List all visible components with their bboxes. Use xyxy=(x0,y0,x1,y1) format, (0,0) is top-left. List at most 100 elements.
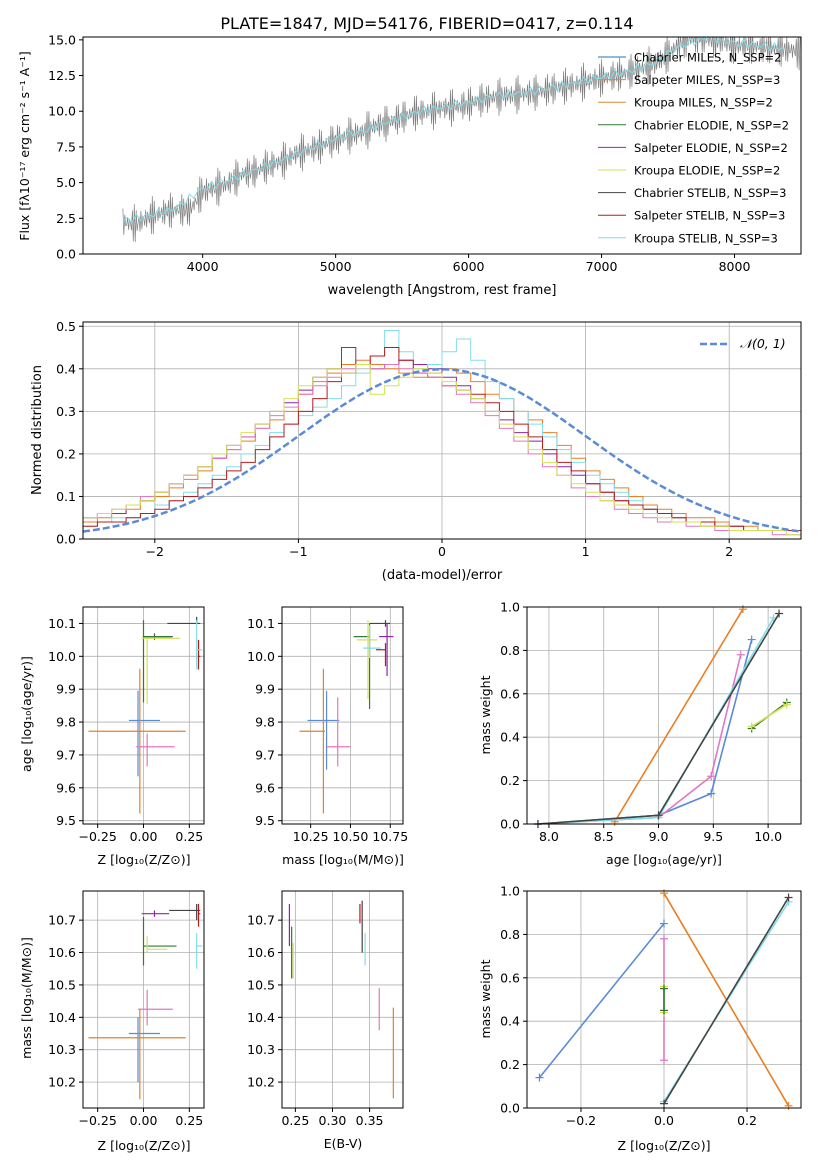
mass-weight-marker xyxy=(660,1099,668,1108)
mass-vs-Z-ylabel: mass [log₁₀(M/M⊙)] xyxy=(19,937,34,1059)
mass-vs-EBV-xlabel: E(B-V) xyxy=(324,1136,363,1151)
age-vs-Z-panel: −0.25 0.00 0.25 9.5 9.6 9.7 9.8 9.9 10.0 10.1 Z [… xyxy=(19,606,205,867)
age-vs-Z-ticks: −0.25 0.00 0.25 9.5 9.6 9.7 9.8 9.9 10.0 10.1 xyxy=(48,616,203,844)
mass-weight-vs-age-ticks: 8.0 8.5 9.0 9.5 10.0 0.0 0.2 0.4 0.6 0.8 1.0 xyxy=(500,600,782,845)
x-tick-label: −1 xyxy=(289,544,307,559)
age-vs-mass-grid xyxy=(282,607,403,824)
spectrum-panel: 4000 5000 6000 7000 8000 0.0 2.5 5.0 7.5 10.0 12.5… xyxy=(17,32,802,298)
mass-weight-marker xyxy=(707,772,716,781)
mass-vs-EBV-ticks: 0.25 0.30 0.35 10.2 10.3 10.4 10.5 10.6 10.7 xyxy=(247,913,383,1128)
mass-weight-line xyxy=(537,639,753,825)
age-vs-Z-ylabel: age [log₁₀(age/yr)] xyxy=(19,656,34,772)
y-tick-label: 7.5 xyxy=(56,139,76,154)
x-tick-label: 10.25 xyxy=(293,829,329,844)
x-tick-label: 8.5 xyxy=(594,829,614,844)
mass-weight-line xyxy=(537,654,742,825)
spectrum-line-model xyxy=(122,37,784,225)
x-tick-label: 0.30 xyxy=(319,1113,347,1128)
y-tick-label: 10.2 xyxy=(247,1075,275,1090)
spectrum-ticks: 4000 5000 6000 7000 8000 0.0 2.5 5.0 7.5 10.0 12.5… xyxy=(48,32,750,274)
y-tick-label: 0.4 xyxy=(500,1014,520,1029)
spectrum-legend: Chabrier MILES, N_SSP=2 Salpeter MILES, N… xyxy=(598,51,789,245)
mass-vs-EBV-panel: 0.25 0.30 0.35 10.2 10.3 10.4 10.5 10.6 10.7 E(B… xyxy=(247,890,404,1151)
y-tick-label: 0.5 xyxy=(56,319,76,334)
residuals-histograms xyxy=(82,330,802,536)
y-tick-label: 10.1 xyxy=(247,616,275,631)
spectrum-legend-label: Chabrier MILES, N_SSP=2 xyxy=(634,51,781,65)
y-tick-label: 0.6 xyxy=(500,686,520,701)
mass-weight-marker xyxy=(738,605,747,614)
y-tick-label: 0.0 xyxy=(500,1101,520,1116)
mass-vs-EBV-grid xyxy=(282,891,403,1108)
mass-weight-vs-age-axes-frame xyxy=(526,606,802,825)
y-tick-label: 0.0 xyxy=(56,247,76,262)
y-tick-label: 0.0 xyxy=(56,532,76,547)
mass-weight-marker xyxy=(707,789,716,798)
x-tick-label: −2 xyxy=(146,544,164,559)
x-tick-label: 6000 xyxy=(453,259,485,274)
mass-weight-marker xyxy=(660,984,668,993)
mass-vs-EBV-errorbars xyxy=(288,900,394,1099)
x-tick-label: 0.35 xyxy=(356,1113,384,1128)
mass-weight-marker xyxy=(775,609,784,618)
mass-weight-vs-Z-ticks: −0.2 0.0 0.2 0.0 0.2 0.4 0.6 0.8 1.0 xyxy=(500,884,757,1129)
y-tick-label: 10.4 xyxy=(247,1010,275,1025)
figure-title: PLATE=1847, MJD=54176, FIBERID=0417, z=0… xyxy=(220,14,633,33)
spectrum-line-data xyxy=(122,37,801,243)
y-tick-label: 9.6 xyxy=(56,780,76,795)
y-tick-label: 0.2 xyxy=(500,773,520,788)
y-tick-label: 9.5 xyxy=(56,813,76,828)
y-tick-label: 10.2 xyxy=(48,1075,76,1090)
spectrum-legend-label: Kroupa STELIB, N_SSP=3 xyxy=(634,231,778,245)
y-tick-label: 9.6 xyxy=(255,780,275,795)
mass-weight-vs-age-lines xyxy=(533,605,791,828)
mass-weight-line xyxy=(663,897,790,1105)
mass-weight-marker xyxy=(660,1006,668,1015)
x-tick-label: 1 xyxy=(582,544,590,559)
x-tick-label: 10.50 xyxy=(333,829,369,844)
x-tick-label: 0 xyxy=(438,544,446,559)
y-tick-label: 9.8 xyxy=(56,715,76,730)
y-tick-label: 10.0 xyxy=(48,104,76,119)
mass-vs-EBV-axes-frame xyxy=(281,890,404,1109)
residuals-ticks: −2 −1 0 1 2 0.0 0.1 0.2 0.3 0.4 0.5 xyxy=(56,319,733,559)
mass-weight-marker xyxy=(660,919,668,928)
mass-weight-vs-age-grid xyxy=(527,606,801,825)
mass-vs-Z-ticks: −0.25 0.00 0.25 10.2 10.3 10.4 10.5 10.6 10.7 xyxy=(48,913,203,1128)
x-tick-label: 0.25 xyxy=(175,1113,203,1128)
mass-weight-marker xyxy=(784,1101,793,1110)
spectrum-legend-label: Chabrier STELIB, N_SSP=3 xyxy=(634,186,786,200)
x-tick-label: 8000 xyxy=(719,259,751,274)
x-tick-label: 2 xyxy=(725,544,733,559)
mass-weight-line xyxy=(614,608,744,823)
residuals-panel: −2 −1 0 1 2 0.0 0.1 0.2 0.3 0.4 0.5 (data-model)/e… xyxy=(30,319,802,583)
age-vs-Z-errorbars xyxy=(88,616,203,814)
y-tick-label: 12.5 xyxy=(48,68,76,83)
spectrum-xlabel: wavelength [Angstrom, rest frame] xyxy=(328,283,557,298)
residuals-legend-label: 𝒩(0, 1) xyxy=(740,336,786,351)
age-vs-Z-xlabel: Z [log₁₀(Z/Z⊙)] xyxy=(98,852,191,867)
y-tick-label: 0.2 xyxy=(500,1057,520,1072)
age-vs-mass-errorbars xyxy=(299,620,394,814)
x-tick-label: −0.2 xyxy=(566,1113,596,1128)
x-tick-label: 0.00 xyxy=(130,829,158,844)
y-tick-label: 10.4 xyxy=(48,1010,76,1025)
normal-curve xyxy=(82,368,802,533)
mass-vs-Z-grid xyxy=(83,891,204,1108)
mass-weight-marker xyxy=(654,811,663,820)
spectrum-legend-label: Salpeter MILES, N_SSP=3 xyxy=(634,73,780,87)
y-tick-label: 9.8 xyxy=(255,715,275,730)
y-tick-label: 0.3 xyxy=(56,404,76,419)
spectrum-legend-label: Kroupa MILES, N_SSP=2 xyxy=(634,96,773,110)
spectrum-legend-label: Chabrier ELODIE, N_SSP=2 xyxy=(634,118,789,132)
y-tick-label: 0.1 xyxy=(56,489,76,504)
y-tick-label: 0.4 xyxy=(56,361,76,376)
x-tick-label: 8.0 xyxy=(539,829,559,844)
y-tick-label: 9.9 xyxy=(255,682,275,697)
residuals-xlabel: (data-model)/error xyxy=(382,568,503,583)
y-tick-label: 0.4 xyxy=(500,730,520,745)
y-tick-label: 10.1 xyxy=(48,616,76,631)
y-tick-label: 10.6 xyxy=(247,945,275,960)
x-tick-label: 5000 xyxy=(320,259,352,274)
